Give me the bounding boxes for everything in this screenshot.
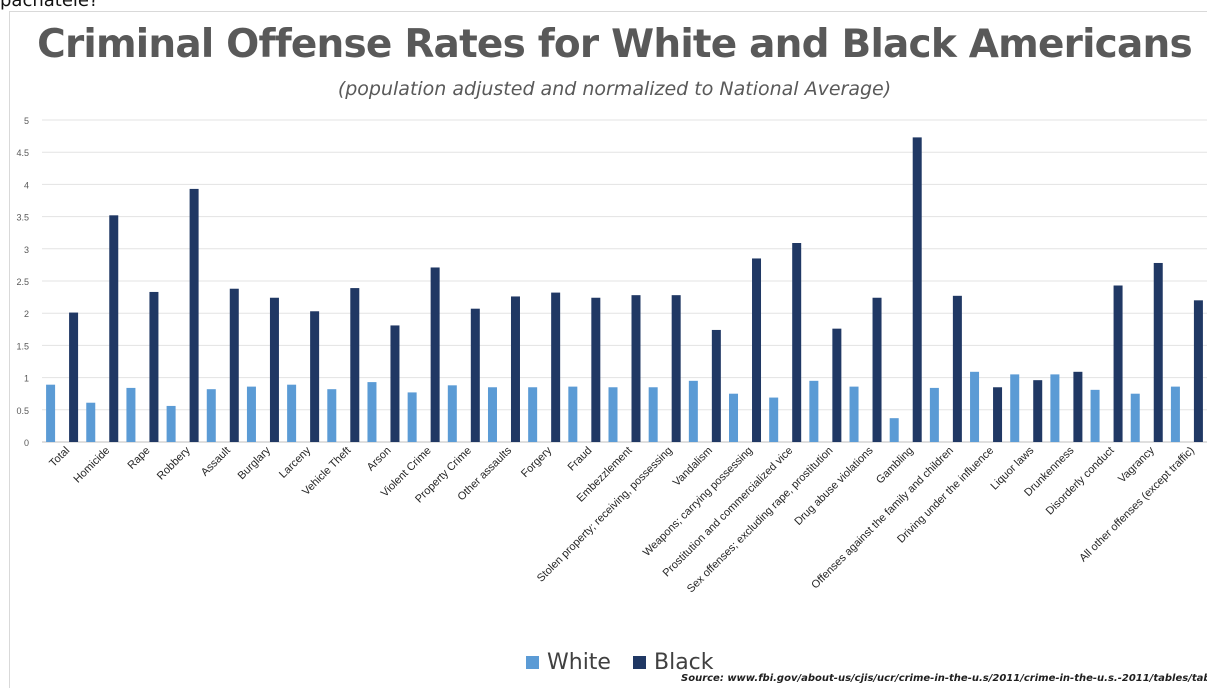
bar-white xyxy=(970,371,980,442)
bar-white xyxy=(1090,389,1100,442)
x-tick-label: Arson xyxy=(365,445,394,474)
bar-white xyxy=(648,387,658,442)
bar-black xyxy=(310,311,320,442)
bar-white xyxy=(849,386,859,442)
bar-white xyxy=(126,387,136,442)
bar-white xyxy=(528,387,538,442)
y-tick-label: 3.5 xyxy=(16,213,29,223)
bar-black xyxy=(350,288,360,442)
y-tick-label: 1.5 xyxy=(16,341,29,351)
x-tick-label: Offenses against the family and children xyxy=(809,445,956,592)
x-tick-label: Drug abuse violations xyxy=(792,444,876,528)
bar-white xyxy=(729,393,739,442)
bar-black xyxy=(1193,300,1203,442)
bar-black xyxy=(109,215,119,442)
bar-white xyxy=(1010,374,1020,442)
bar-black xyxy=(269,297,279,442)
bar-black xyxy=(752,258,762,442)
bar-white xyxy=(769,397,779,442)
bar-white xyxy=(206,389,216,442)
bar-black xyxy=(872,297,882,442)
y-tick-label: 4 xyxy=(24,180,29,190)
bar-black xyxy=(631,295,641,442)
bar-white xyxy=(688,380,698,442)
chart-title: Criminal Offense Rates for White and Bla… xyxy=(37,22,1193,67)
x-tick-label: Rape xyxy=(125,445,152,472)
bar-black xyxy=(711,329,721,442)
y-tick-label: 5 xyxy=(24,116,29,126)
bar-black xyxy=(510,296,520,442)
x-tick-label: Disorderly conduct xyxy=(1044,445,1117,518)
bar-white xyxy=(1170,386,1180,442)
y-tick-label: 2.5 xyxy=(16,277,29,287)
bar-white xyxy=(809,380,819,442)
legend-swatch-white xyxy=(526,656,539,669)
legend-label-white: White xyxy=(547,650,611,675)
bar-black xyxy=(470,308,480,442)
x-tick-label: Burglary xyxy=(236,444,274,482)
legend-item-white: White xyxy=(526,650,611,675)
x-tick-label: Larceny xyxy=(277,444,314,481)
bar-white xyxy=(447,385,457,442)
bar-black xyxy=(551,292,561,442)
chart-frame xyxy=(9,11,1207,688)
y-tick-label: 0.5 xyxy=(16,406,29,416)
y-tick-label: 1 xyxy=(24,374,29,384)
bar-black xyxy=(832,328,842,442)
bar-white xyxy=(407,392,417,442)
bar-white xyxy=(487,387,497,442)
x-tick-label: Forgery xyxy=(519,444,555,480)
bar-black xyxy=(229,288,239,442)
bar-black xyxy=(1153,262,1163,442)
bar-black xyxy=(952,295,962,442)
bar-black xyxy=(792,243,802,442)
x-tick-label: Fraud xyxy=(566,445,595,474)
bar-black xyxy=(591,297,601,442)
cropped-caption-text: pacnatele? xyxy=(0,0,99,11)
bar-black xyxy=(69,312,79,442)
bar-white xyxy=(608,387,618,442)
bar-black xyxy=(671,295,681,442)
bar-black xyxy=(390,325,400,442)
bar-white xyxy=(1130,393,1140,442)
bar-white xyxy=(889,418,899,442)
legend-label-black: Black xyxy=(653,650,714,675)
legend-swatch-black xyxy=(632,656,646,669)
bar-white xyxy=(367,382,377,442)
bar-black xyxy=(1073,371,1083,442)
bar-black xyxy=(430,267,440,442)
bar-white xyxy=(327,389,337,442)
chart-legend: White Black xyxy=(526,650,736,675)
bar-white xyxy=(246,386,256,442)
bar-white xyxy=(929,387,939,442)
bar-white xyxy=(86,402,96,442)
x-tick-label: Homicide xyxy=(71,445,112,486)
y-tick-label: 3 xyxy=(24,245,29,255)
source-note: Source: www.fbi.gov/about-us/cjis/ucr/cr… xyxy=(681,673,1207,684)
chart-subtitle: (population adjusted and normalized to N… xyxy=(337,78,892,100)
bar-black xyxy=(1113,285,1123,442)
x-tick-label: Robbery xyxy=(155,444,193,482)
bar-black xyxy=(149,291,159,442)
y-tick-label: 0 xyxy=(24,438,29,448)
bar-white xyxy=(166,405,176,442)
y-tick-label: 2 xyxy=(24,309,29,319)
bar-white xyxy=(568,386,578,442)
x-tick-label: Vagrancy xyxy=(1116,444,1157,485)
bar-black xyxy=(189,188,199,442)
legend-item-black: Black xyxy=(632,650,714,675)
bar-white xyxy=(287,384,297,442)
x-tick-label: Gambling xyxy=(874,445,916,487)
bar-white xyxy=(46,384,56,442)
x-tick-label: Assault xyxy=(199,445,233,479)
y-tick-label: 4.5 xyxy=(16,148,29,158)
bar-black xyxy=(993,387,1003,442)
bar-black xyxy=(912,137,922,442)
bar-white xyxy=(1050,374,1060,442)
x-tick-label: Sex offenses; excluding rape, prostituti… xyxy=(685,445,836,596)
x-tick-label: Total xyxy=(47,445,72,470)
bar-black xyxy=(1033,380,1043,442)
